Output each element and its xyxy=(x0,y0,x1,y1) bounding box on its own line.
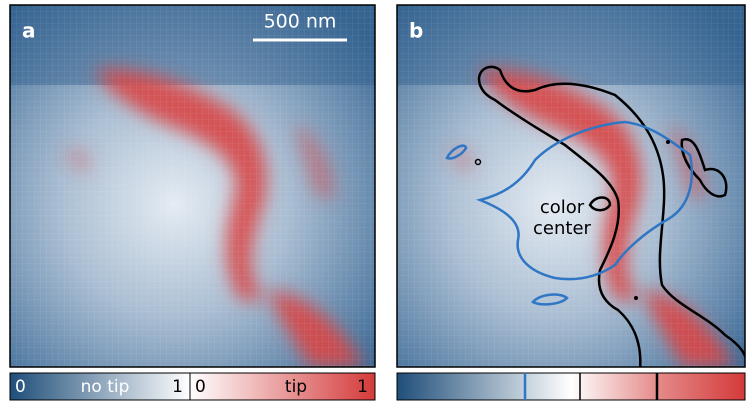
figure: a 500 nm b colorcenter 0 no tip 1 0 tip … xyxy=(0,0,752,407)
colorbar-label: tip xyxy=(285,377,307,397)
colorbar-min: 0 xyxy=(15,377,26,397)
colorbar: 0 no tip 1 0 tip 1 xyxy=(10,373,375,400)
colorbar-max: 1 xyxy=(357,377,368,397)
colorbar-label: no tip xyxy=(81,377,130,397)
panel-a xyxy=(10,5,375,367)
colorbar xyxy=(397,373,745,400)
colorbar-min: 0 xyxy=(195,377,206,397)
colorbar-max: 1 xyxy=(172,377,183,397)
scale-bar-label: 500 nm xyxy=(264,11,337,33)
panel-label: b xyxy=(409,19,423,43)
tip-contour xyxy=(634,296,638,300)
panel-b xyxy=(397,5,748,370)
panel-label: a xyxy=(22,19,36,43)
tip-contour xyxy=(666,140,670,144)
